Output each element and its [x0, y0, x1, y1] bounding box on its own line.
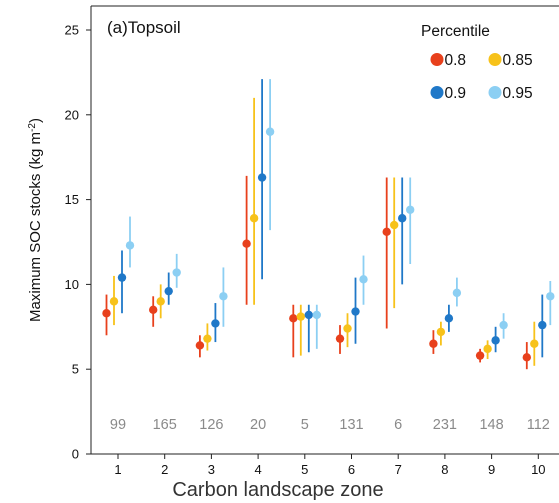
y-axis-label-main: Maximum SOC stocks (kg m — [27, 132, 44, 322]
data-point — [195, 341, 205, 350]
legend-swatch — [488, 86, 502, 99]
count-label: 148 — [479, 417, 503, 433]
data-point — [257, 173, 267, 182]
data-point — [390, 220, 399, 230]
count-label: 112 — [527, 417, 550, 433]
x-tick-label: 8 — [441, 462, 448, 477]
data-point — [289, 314, 298, 323]
legend-label: 0.9 — [445, 85, 467, 102]
x-tick-label: 9 — [488, 462, 495, 477]
data-point — [429, 339, 438, 348]
data-point — [149, 305, 158, 315]
data-point — [436, 327, 446, 337]
x-tick-label: 3 — [208, 462, 215, 477]
data-point — [483, 344, 492, 354]
data-point — [382, 227, 391, 237]
data-point — [530, 339, 539, 348]
legend-label: 0.95 — [503, 85, 533, 102]
data-point — [491, 336, 500, 345]
x-tick-label: 6 — [348, 462, 355, 477]
y-axis-ticks: 0 5 10 15 20 25 — [65, 23, 91, 462]
data-point — [343, 324, 352, 333]
data-point — [117, 273, 127, 282]
y-axis-label: Maximum SOC stocks (kg m-2) — [27, 118, 44, 322]
data-point — [522, 353, 531, 362]
data-point — [335, 334, 345, 343]
data-point — [219, 292, 228, 301]
y-tick-label: 25 — [65, 23, 79, 38]
y-axis-label-close: ) — [27, 118, 44, 123]
count-label: 126 — [199, 417, 223, 433]
legend-swatch — [430, 53, 444, 66]
data-point — [398, 214, 407, 223]
panel-title: (a)Topsoil — [107, 18, 181, 37]
legend-swatch — [488, 53, 502, 66]
data-point — [304, 310, 313, 320]
x-tick-label: 7 — [395, 462, 402, 477]
count-label: 20 — [250, 417, 266, 433]
data-point — [538, 320, 547, 330]
x-tick-label: 1 — [114, 462, 121, 477]
count-label: 231 — [433, 417, 457, 433]
data-point — [296, 312, 305, 321]
x-tick-label: 2 — [161, 462, 168, 477]
legend-swatch — [430, 86, 444, 99]
y-tick-label: 10 — [65, 277, 79, 292]
data-point — [156, 297, 165, 306]
count-label: 5 — [301, 417, 309, 433]
sample-counts: 99 165 126 20 5 131 6 231 148 112 — [110, 417, 550, 433]
legend: 0.8 0.85 0.9 0.95 — [430, 52, 533, 102]
data-point — [546, 292, 555, 301]
legend-title: Percentile — [421, 23, 490, 40]
data-point — [351, 307, 360, 316]
x-tick-label: 4 — [254, 462, 261, 477]
legend-label: 0.85 — [503, 52, 533, 69]
y-tick-label: 0 — [72, 447, 79, 462]
data-point — [406, 205, 415, 214]
x-axis-label: Carbon landscape zone — [172, 479, 383, 501]
data-point — [312, 310, 321, 320]
data-point — [499, 320, 508, 330]
data-point — [444, 314, 454, 323]
data-point — [164, 286, 173, 296]
y-axis-label-sup: -2 — [27, 123, 38, 132]
data-point — [475, 351, 485, 360]
data-point — [109, 297, 119, 306]
data-point — [265, 127, 275, 136]
data-point — [211, 319, 220, 328]
y-tick-label: 20 — [65, 107, 79, 122]
data-point — [452, 288, 462, 298]
data-point — [172, 268, 181, 277]
x-tick-label: 5 — [301, 462, 308, 477]
data-point — [242, 239, 251, 248]
x-tick-label: 10 — [531, 462, 545, 477]
count-label: 165 — [153, 417, 177, 433]
data-point — [125, 241, 135, 250]
y-tick-label: 5 — [72, 362, 79, 377]
count-label: 131 — [339, 417, 363, 433]
count-label: 6 — [394, 417, 402, 433]
count-label: 99 — [110, 417, 126, 433]
legend-label: 0.8 — [445, 52, 467, 69]
data-point — [102, 309, 111, 318]
data-point — [249, 214, 259, 223]
data-point — [359, 275, 368, 284]
x-axis-ticks: 1 2 3 4 5 6 7 8 9 10 — [114, 454, 546, 477]
y-tick-label: 15 — [65, 192, 79, 207]
chart-marks — [102, 79, 555, 370]
data-point — [203, 334, 212, 343]
